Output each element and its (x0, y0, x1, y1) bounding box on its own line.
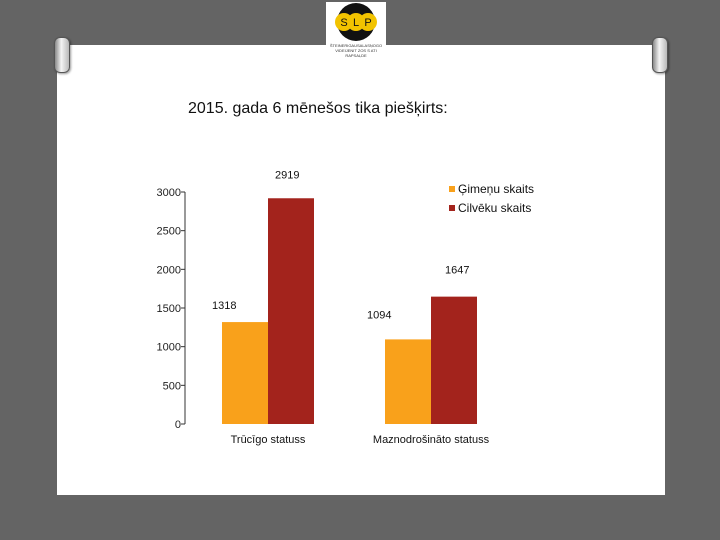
right-pin-icon (652, 37, 668, 73)
data-label: 1318 (212, 300, 236, 312)
y-tick-label: 1000 (157, 342, 181, 354)
y-tick-label: 2000 (157, 264, 181, 276)
logo-caption-line: RAPSAĻDE (345, 53, 367, 58)
logo-letter-p: P (364, 17, 371, 29)
logo-mark-icon: S L P (335, 3, 377, 41)
legend-swatch (449, 205, 455, 211)
y-tick-label: 500 (163, 380, 181, 392)
x-category-label: Maznodrošināto statuss (373, 434, 490, 446)
bar-gimenu (385, 339, 431, 424)
legend-label: Cilvēku skaits (458, 201, 531, 215)
left-pin-icon (54, 37, 70, 73)
slide-title: 2015. gada 6 mēnešos tika piešķirts: (188, 100, 448, 117)
y-tick-label: 3000 (157, 187, 181, 199)
logo: S L P ŠTEINERIGAUSALASŅOGO VIDEIJENIT ZO… (326, 2, 386, 60)
logo-caption-line: VIDEIJENIT ZOS S ATI (335, 48, 377, 53)
logo-caption: ŠTEINERIGAUSALASŅOGO VIDEIJENIT ZOS S AT… (326, 43, 386, 58)
logo-letter-l: L (353, 17, 359, 29)
logo-letter-s: S (340, 17, 347, 29)
data-label: 2919 (275, 169, 299, 181)
legend-swatch (449, 186, 455, 192)
data-label: 1094 (367, 309, 391, 321)
legend-label: Ģimeņu skaits (458, 182, 534, 196)
bar-cilveku (431, 296, 477, 424)
bar-cilveku (268, 198, 314, 424)
logo-caption-line: ŠTEINERIGAUSALASŅOGO (329, 43, 383, 48)
y-tick-label: 1500 (157, 303, 181, 315)
y-tick-label: 0 (175, 419, 181, 431)
y-tick-label: 2500 (157, 226, 181, 238)
bar-gimenu (222, 322, 268, 424)
x-category-label: Trūcīgo statuss (231, 434, 306, 446)
slide-panel (57, 45, 665, 495)
data-label: 1647 (445, 265, 469, 277)
